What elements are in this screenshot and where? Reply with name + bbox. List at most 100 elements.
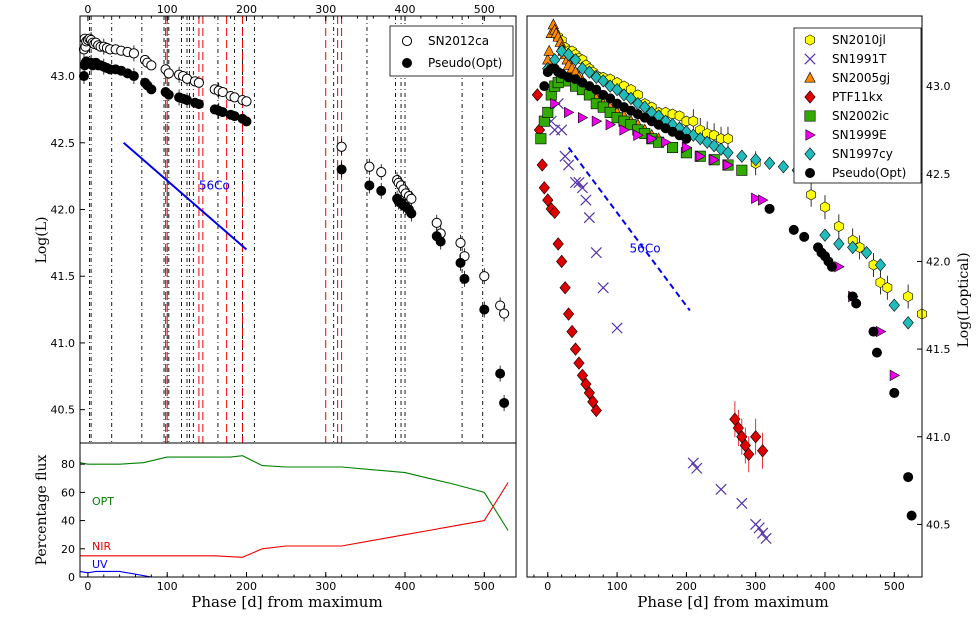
data-point [241,116,252,127]
legend-label: SN2012ca [428,34,489,48]
x-tick-label: 200 [236,3,257,16]
data-point [495,368,506,379]
legend-marker [401,58,412,69]
y-tick-label: 0 [68,571,75,584]
legend-label: Pseudo(Opt) [832,166,906,180]
legend-marker [804,53,816,65]
co56-label: 56Co [630,242,661,256]
legend-label: Pseudo(Opt) [428,56,502,70]
y-tick-label: 60 [61,486,75,499]
data-point [549,205,561,220]
left-bottom-frame [79,442,517,578]
data-point [163,89,174,100]
legend-marker [805,167,816,178]
y-tick-label: 41.0 [51,337,76,350]
data-point [479,304,490,315]
x-tick-label: 500 [474,3,495,16]
left-bottom-y-axis-label: Percentage flux [34,454,50,565]
flux-line [80,482,509,558]
data-point [495,300,506,311]
data-point [531,88,543,102]
data-point [874,258,887,272]
left-top-panel: 56Co 0 100 200 300 400 500 40.5 41.0 41.5 42.0 42.5… [51,3,517,444]
data-point [556,124,568,136]
y-tick-label: 80 [61,458,75,471]
data-point [751,192,762,205]
data-point [722,146,734,160]
x-tick-label: 0 [544,580,551,593]
data-point [667,141,679,153]
data-point [847,240,859,255]
data-point [871,347,882,358]
y-tick-label: 42.0 [926,255,951,268]
data-point [611,322,623,334]
data-point [128,48,140,59]
legend-marker [804,90,816,104]
y-tick-label: 42.5 [926,168,951,181]
data-point [799,231,810,242]
data-point [556,254,568,269]
data-point [709,154,720,166]
data-point [583,211,595,224]
co56-decay-line [122,142,248,251]
opt-label: OPT [92,495,114,508]
data-point [597,282,609,294]
data-point [499,308,510,319]
data-point [889,387,900,398]
data-point [573,356,585,370]
data-point [479,271,490,282]
x-tick-label: 200 [236,580,257,593]
data-point [736,149,748,163]
co56-decay-line [567,146,691,312]
data-point [605,118,616,131]
data-point [764,203,775,214]
y-tick-label: 40 [61,515,75,528]
x-tick-label: 0 [84,3,91,16]
data-point [552,237,564,251]
data-point [851,298,862,309]
y-tick-label: 20 [61,543,75,556]
data-point [535,133,547,145]
data-point [806,189,816,201]
legend-marker [805,129,816,141]
data-point [833,220,844,232]
legend-label: SN2005gj [832,71,890,85]
data-point [538,181,550,195]
data-point [569,342,582,356]
data-point [715,142,727,156]
data-point [556,44,568,58]
data-point [583,386,595,400]
data-point [903,472,914,483]
y-tick-label: 43.0 [51,70,76,83]
y-tick-label: 42.0 [51,203,76,216]
y-tick-label: 40.5 [926,518,951,531]
data-point [715,483,727,495]
data-point [819,228,831,242]
data-point [566,324,578,339]
y-tick-label: 41.5 [926,343,951,356]
x-tick-label: 300 [745,580,766,593]
data-point [605,93,616,104]
data-point [193,99,204,110]
data-point [580,377,592,391]
data-point [406,193,417,204]
data-point [364,161,375,172]
data-point [364,180,375,191]
data-point [777,160,789,174]
data-point [539,81,550,92]
right-y-axis-label: Log(Loptical) [956,252,972,347]
right-panel: 56Co 0 100 200 300 400 500 40.5 41.0 41.5 42.0 42.5… [526,15,951,593]
data-point [542,106,554,118]
data-point [569,53,582,67]
data-point [128,71,139,82]
data-point [903,290,913,303]
data-point [723,159,734,171]
data-point [576,182,589,194]
data-point [691,462,703,474]
legend-label: SN2010jl [832,33,886,47]
data-point [564,106,575,119]
data-point [750,430,762,444]
left-top-y-axis-label: Log(L) [34,217,50,264]
data-point [559,150,571,162]
data-point [688,115,699,127]
